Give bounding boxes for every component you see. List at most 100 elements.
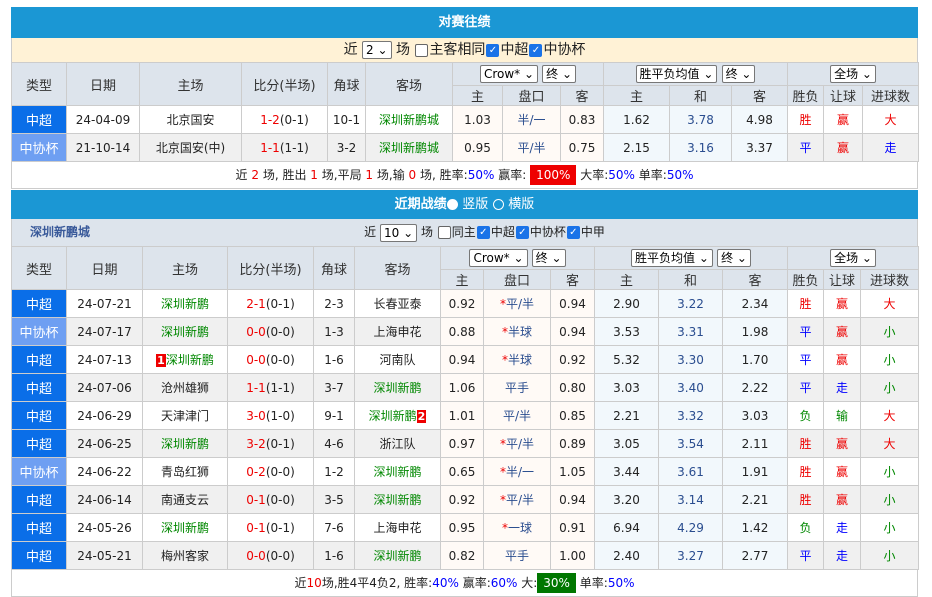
result-handicap: 赢 bbox=[823, 289, 862, 318]
odds-company-select[interactable]: Crow* ⌄ bbox=[479, 65, 539, 83]
away-team[interactable]: 深圳新鹏 bbox=[354, 373, 441, 402]
home-team[interactable]: 梅州客家 bbox=[142, 541, 228, 570]
result-goals: 小 bbox=[860, 345, 920, 374]
away-team[interactable]: 深圳新鹏 bbox=[354, 541, 441, 570]
col-date: 日期 bbox=[66, 62, 140, 106]
match-type[interactable]: 中协杯 bbox=[11, 317, 67, 346]
h2h-summary: 近 2 场, 胜出 1 场,平局 1 场,输 0 场, 胜率:50% 赢率: 1… bbox=[11, 162, 918, 189]
table-row: 中超 24-05-26 深圳新鹏 0-1(0-1) 7-6 上海申花 0.95 … bbox=[11, 513, 920, 542]
match-type[interactable]: 中超 bbox=[11, 373, 67, 402]
range-cell: 全场 ⌄ bbox=[787, 246, 920, 270]
checkbox-0[interactable] bbox=[415, 43, 429, 57]
range-select[interactable]: 全场 ⌄ bbox=[830, 65, 876, 83]
score[interactable]: 0-1(0-0) bbox=[227, 485, 314, 514]
match-type[interactable]: 中超 bbox=[11, 513, 67, 542]
match-date: 24-06-25 bbox=[66, 429, 143, 458]
score[interactable]: 0-0(0-0) bbox=[227, 317, 314, 346]
away-team[interactable]: 浙江队 bbox=[354, 429, 441, 458]
match-type[interactable]: 中超 bbox=[11, 541, 67, 570]
home-team[interactable]: 深圳新鹏 bbox=[142, 429, 228, 458]
result-goals: 小 bbox=[860, 541, 920, 570]
recent-count-select[interactable]: 10 ⌄ bbox=[379, 223, 418, 242]
score[interactable]: 0-0(0-0) bbox=[227, 345, 314, 374]
col-away: 客场 bbox=[354, 246, 441, 290]
score[interactable]: 3-0(1-0) bbox=[227, 401, 314, 430]
score[interactable]: 3-2(0-1) bbox=[227, 429, 314, 458]
euro-draw: 3.14 bbox=[658, 485, 723, 514]
away-team[interactable]: 深圳新鹏 bbox=[354, 457, 441, 486]
odds-company-select[interactable]: Crow* ⌄ bbox=[469, 249, 528, 267]
away-team[interactable]: 深圳新鹏城 bbox=[365, 105, 453, 134]
odds-line: *平/半 bbox=[483, 289, 551, 318]
score[interactable]: 1-2(0-1) bbox=[241, 105, 328, 134]
match-type[interactable]: 中超 bbox=[11, 345, 67, 374]
match-type[interactable]: 中协杯 bbox=[11, 133, 67, 162]
away-team[interactable]: 上海申花 bbox=[354, 317, 441, 346]
odds-line: *一球 bbox=[483, 513, 551, 542]
home-team[interactable]: 天津津门 bbox=[142, 401, 228, 430]
odds-home: 1.06 bbox=[440, 373, 484, 402]
home-team[interactable]: 沧州雄狮 bbox=[142, 373, 228, 402]
score[interactable]: 0-1(0-1) bbox=[227, 513, 314, 542]
home-team[interactable]: 深圳新鹏 bbox=[142, 317, 228, 346]
col-score: 比分(半场) bbox=[241, 62, 328, 106]
home-team[interactable]: 青岛红狮 bbox=[142, 457, 228, 486]
away-team[interactable]: 上海申花 bbox=[354, 513, 441, 542]
odds-home: 0.65 bbox=[440, 457, 484, 486]
home-team[interactable]: 深圳新鹏 bbox=[142, 513, 228, 542]
radio-horizontal[interactable] bbox=[492, 199, 504, 210]
odds-away: 0.89 bbox=[550, 429, 595, 458]
col-away: 客场 bbox=[365, 62, 453, 106]
match-type[interactable]: 中超 bbox=[11, 485, 67, 514]
match-type[interactable]: 中协杯 bbox=[11, 457, 67, 486]
col-ou: 进球数 bbox=[860, 269, 920, 290]
euro-time-select[interactable]: 终 ⌄ bbox=[717, 249, 751, 267]
odds-away: 1.00 bbox=[550, 541, 595, 570]
score[interactable]: 0-0(0-0) bbox=[227, 541, 314, 570]
euro-type-select[interactable]: 胜平负均值 ⌄ bbox=[631, 249, 713, 267]
euro-draw: 3.54 bbox=[658, 429, 723, 458]
checkbox-3[interactable]: ✓ bbox=[566, 226, 580, 239]
euro-type-select[interactable]: 胜平负均值 ⌄ bbox=[635, 65, 718, 83]
result-goals: 走 bbox=[862, 133, 920, 162]
euro-time-select[interactable]: 终 ⌄ bbox=[721, 65, 756, 83]
score[interactable]: 2-1(0-1) bbox=[227, 289, 314, 318]
col-odds_line: 盘口 bbox=[502, 85, 561, 106]
away-team[interactable]: 深圳新鹏城 bbox=[365, 133, 453, 162]
away-team[interactable]: 深圳新鹏 bbox=[354, 485, 441, 514]
home-team[interactable]: 北京国安(中) bbox=[139, 133, 242, 162]
h2h-count-select[interactable]: 2 ⌄ bbox=[362, 41, 392, 59]
euro-away: 2.21 bbox=[721, 485, 789, 514]
away-team[interactable]: 河南队 bbox=[354, 345, 441, 374]
home-team[interactable]: 1深圳新鹏 bbox=[142, 345, 228, 374]
col-hc: 让球 bbox=[823, 269, 862, 290]
score[interactable]: 0-2(0-0) bbox=[227, 457, 314, 486]
recent-table: 类型 日期 主场 比分(半场) 角球 客场 Crow* ⌄ 终 ⌄ 胜平负均值 … bbox=[11, 246, 920, 570]
checkbox-0[interactable] bbox=[437, 226, 451, 239]
match-type[interactable]: 中超 bbox=[11, 105, 67, 134]
odds-time-select[interactable]: 终 ⌄ bbox=[542, 65, 577, 83]
filter-prefix: 近 bbox=[343, 42, 358, 58]
range-select[interactable]: 全场 ⌄ bbox=[830, 249, 876, 267]
match-type[interactable]: 中超 bbox=[11, 401, 67, 430]
score[interactable]: 1-1(1-1) bbox=[227, 373, 314, 402]
match-date: 21-10-14 bbox=[66, 133, 140, 162]
score[interactable]: 1-1(1-1) bbox=[241, 133, 328, 162]
h2h-title: 对赛往绩 bbox=[11, 7, 918, 38]
col-odds_guest: 客 bbox=[560, 85, 604, 106]
checkbox-2[interactable]: ✓ bbox=[529, 43, 543, 57]
match-type[interactable]: 中超 bbox=[11, 429, 67, 458]
checkbox-1[interactable]: ✓ bbox=[486, 43, 500, 57]
match-type[interactable]: 中超 bbox=[11, 289, 67, 318]
odds-time-select[interactable]: 终 ⌄ bbox=[531, 249, 566, 267]
home-team[interactable]: 北京国安 bbox=[139, 105, 242, 134]
home-team[interactable]: 南通支云 bbox=[142, 485, 228, 514]
checkbox-1[interactable]: ✓ bbox=[476, 226, 490, 239]
away-team[interactable]: 深圳新鹏2 bbox=[354, 401, 441, 430]
checkbox-2[interactable]: ✓ bbox=[515, 226, 529, 239]
odds-away: 0.83 bbox=[560, 105, 604, 134]
away-team[interactable]: 长春亚泰 bbox=[354, 289, 441, 318]
radio-vertical[interactable] bbox=[446, 199, 458, 210]
home-team[interactable]: 深圳新鹏 bbox=[142, 289, 228, 318]
result-wl: 胜 bbox=[787, 429, 825, 458]
